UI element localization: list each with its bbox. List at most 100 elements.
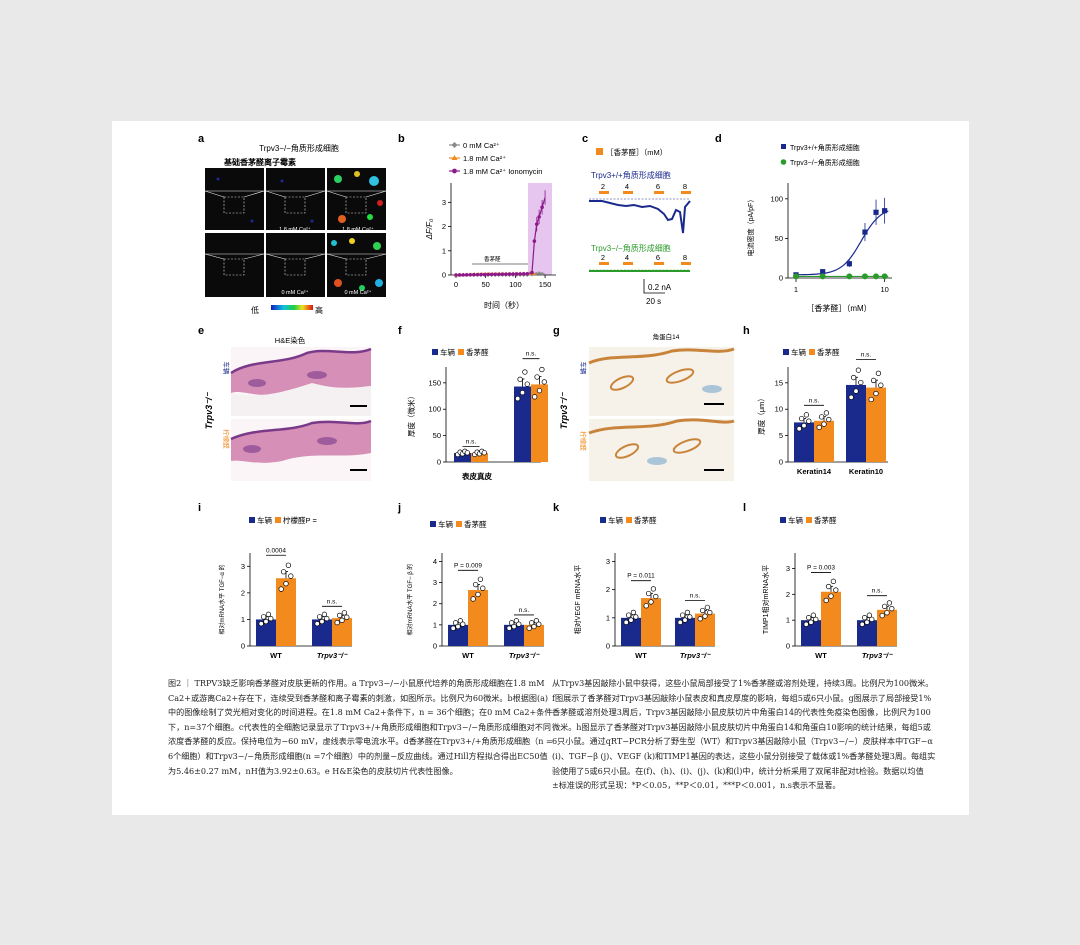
legend-swatch-citral <box>275 517 281 523</box>
panel-h-letter: h <box>743 325 750 337</box>
data-dot <box>875 370 882 376</box>
data-dot <box>803 412 810 418</box>
panel-b-legend: 0 mM Ca²⁺ 1.8 mM Ca²⁺ 1.8 mM Ca²⁺ Ionomy… <box>449 141 542 176</box>
panel-d-point-wt <box>862 229 868 235</box>
panel-c-scale-time: 20 s <box>646 297 661 306</box>
panel-c-trace1-label: Trpv3+/+角质形成细胞 <box>591 170 671 180</box>
panel-c-doses: 2 4 6 8 2 4 6 8 <box>599 182 691 265</box>
data-dot <box>278 586 284 592</box>
data-dot <box>321 611 328 617</box>
data-dot <box>870 377 877 384</box>
panel-e-row2: 柠檬醛 <box>222 429 231 449</box>
data-dot <box>539 366 545 373</box>
panel-b-point <box>518 272 522 276</box>
panel-b-point <box>482 272 487 277</box>
panel-c-dose-label: 6 <box>656 182 660 191</box>
panel-b-ytick-label: 0 <box>442 271 446 280</box>
panel-c-scale-bar <box>643 279 665 294</box>
data-dot <box>536 387 543 394</box>
data-dot <box>628 617 634 623</box>
data-dot <box>477 576 484 582</box>
figure-caption-right: 从Trpv3基因敲除小鼠中获得，这些小鼠局部接受了1%香茅醛或溶剂处理，持续3周… <box>552 678 936 791</box>
panel-e-letter: e <box>198 325 204 337</box>
panel-c-trace-wt <box>589 200 691 234</box>
panel-c-dose-label: 6 <box>656 253 660 262</box>
panel-b-point <box>472 272 476 277</box>
legend-vehicle: 车辆 <box>608 515 623 525</box>
data-dot <box>268 615 274 622</box>
data-dot <box>810 612 817 618</box>
panel-d-point-ko <box>793 273 799 280</box>
data-dot <box>532 394 538 400</box>
bar <box>846 384 866 462</box>
data-dot <box>519 389 526 396</box>
panel-d-point-ko <box>819 273 826 280</box>
data-dot <box>818 414 825 420</box>
data-dot <box>826 416 832 423</box>
panel-c-dose-bar <box>681 262 691 265</box>
data-dot <box>833 587 839 593</box>
ionomycin-shade <box>528 183 552 275</box>
legend-citral: 香茅醛 <box>466 347 489 357</box>
panel-e-side-label: Trpv3⁻/⁻ <box>204 392 214 430</box>
data-dot <box>260 614 267 620</box>
data-dot <box>280 569 287 575</box>
bar <box>877 609 897 646</box>
panel-b-point <box>511 272 515 276</box>
panel-b-point <box>500 272 505 277</box>
panel-b-point <box>530 270 534 275</box>
panel-b-annotation: 香茅醛 <box>484 255 501 263</box>
panel-b-point <box>486 272 490 277</box>
data-dot <box>324 615 330 622</box>
panel-c-dose-bar <box>623 191 633 194</box>
data-dot <box>855 367 862 373</box>
data-dot <box>263 618 269 625</box>
panel-b-xlabel: 时间（秒） <box>484 300 524 310</box>
panel-b-ticks: 0 1 2 3 0 50 100 150 <box>442 198 551 289</box>
data-dot <box>679 612 686 618</box>
panel-b-ytick-label: 1 <box>442 246 446 255</box>
y-tick-label: 4 <box>433 557 437 566</box>
panel-d-ytick-label: 50 <box>775 234 783 243</box>
data-dot <box>258 621 264 627</box>
panel-b-ylabel: ΔF/F₀ <box>425 218 434 240</box>
panel-c-dose-label: 2 <box>601 253 605 262</box>
y-tick-label: 3 <box>606 557 610 566</box>
legend-citral: 香茅醛 <box>464 519 487 529</box>
x-tick-label: WT <box>815 651 827 660</box>
data-dot <box>805 615 812 621</box>
ns-label: n.s. <box>809 397 820 404</box>
y-tick-label: 0 <box>786 642 790 651</box>
data-dot <box>450 625 456 631</box>
data-dot <box>886 600 893 606</box>
data-dot <box>339 617 345 623</box>
data-dot <box>464 450 470 456</box>
data-dot <box>881 603 888 610</box>
data-dot <box>625 612 632 618</box>
data-dot <box>650 586 657 592</box>
panel-d-point-ko <box>881 273 888 280</box>
panel-e-title: H&E染色 <box>275 335 306 345</box>
panel-b-xtick-label: 100 <box>509 280 522 289</box>
bar <box>821 591 841 646</box>
panel-a-letter: a <box>198 133 205 145</box>
panel-b-xtick-label: 150 <box>539 280 552 289</box>
data-dot <box>517 376 523 382</box>
panel-c-dose-bar <box>623 262 633 265</box>
y-tick-label: 0 <box>779 458 783 467</box>
panel-g-title: 角蛋白14 <box>653 332 680 341</box>
data-dot <box>704 604 711 611</box>
data-dot <box>475 591 481 598</box>
panel-c-dose-label: 8 <box>683 182 687 191</box>
legend-vehicle: 车辆 <box>788 515 803 525</box>
bar <box>514 386 531 462</box>
legend-swatch-vehicle <box>430 521 436 527</box>
panel-b-point <box>468 272 473 277</box>
panel-b-point <box>540 271 545 276</box>
panel-c-dose-bar <box>654 262 664 265</box>
panel-b-point <box>454 273 458 277</box>
bar <box>454 453 471 462</box>
panel-b-plot <box>454 190 546 277</box>
panel-d-legend-swatch-2 <box>780 159 787 165</box>
data-dot <box>524 381 530 387</box>
